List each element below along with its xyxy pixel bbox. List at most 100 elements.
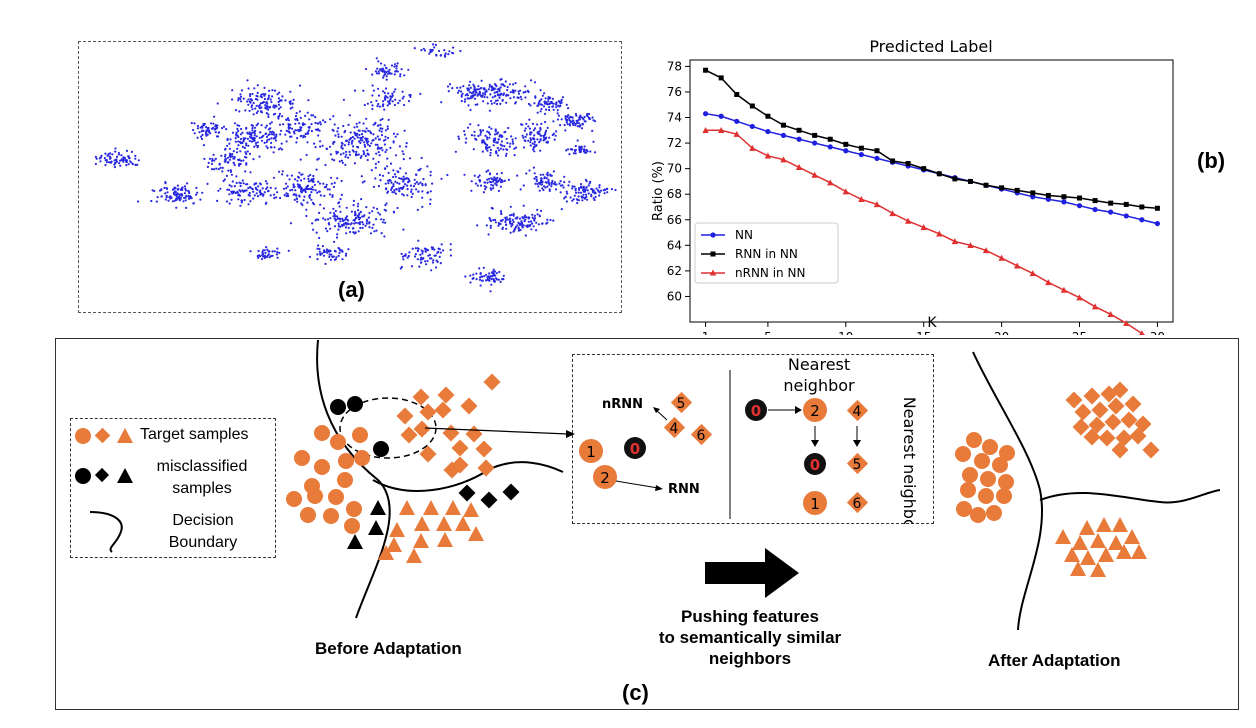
embedding-point [510,225,513,228]
embedding-point [576,201,579,205]
embedding-point [494,130,497,133]
embedding-point [547,100,550,103]
data-point [983,182,989,188]
embedding-point [246,79,249,82]
embedding-point [373,230,376,233]
embedding-point [165,187,168,190]
embedding-point [538,215,541,218]
embedding-point [235,151,239,154]
embedding-point [598,194,601,197]
embedding-point [383,96,386,99]
embedding-point [479,133,482,136]
embedding-point [289,107,292,110]
embedding-point [348,150,351,153]
embedding-point [519,188,522,191]
embedding-point [522,217,525,220]
embedding-point [493,101,496,104]
embedding-point [125,160,128,164]
embedding-point [394,175,397,178]
embedding-point [517,222,520,225]
misclassified-triangle [368,520,384,535]
embedding-point [587,112,591,116]
black-triangle-icon [117,468,133,483]
embedding-point [210,162,214,165]
embedding-point [260,139,264,142]
embedding-point [406,188,409,191]
embedding-point [469,123,472,126]
embedding-point [301,123,305,127]
embedding-point [210,168,214,171]
embedding-point [269,127,272,130]
embedding-point [435,54,438,57]
embedding-point [394,63,397,66]
embedding-point [349,230,352,234]
embedding-point [273,196,276,200]
embedding-point [261,251,264,254]
embedding-point [266,98,269,101]
embedding-point [305,214,308,218]
data-point [999,185,1005,191]
embedding-point [532,146,535,149]
embedding-point [261,187,264,190]
embedding-point [294,122,297,125]
embedding-point [570,120,573,123]
embedding-point [253,183,256,186]
embedding-point [307,129,310,132]
embedding-point [488,85,491,88]
data-point [1014,187,1020,193]
embedding-point [221,170,224,173]
embedding-point [514,101,517,104]
embedding-point [489,154,492,157]
embedding-point [214,131,217,134]
data-point [765,128,771,135]
embedding-point [511,138,514,141]
embedding-point [303,189,306,192]
embedding-point [398,187,401,190]
embedding-point [114,150,117,153]
embedding-point [278,251,281,254]
embedding-point [261,253,264,256]
embedding-point [214,157,217,160]
embedding-point [563,197,566,200]
embedding-point [489,226,492,229]
embedding-point [392,210,395,213]
embedding-point [603,188,606,191]
data-point [1045,192,1051,198]
embedding-point [234,109,238,112]
embedding-point [510,135,513,138]
embedding-point [285,129,288,132]
embedding-point [495,272,498,275]
embedding-point [492,218,495,222]
embedding-point [269,98,272,101]
embedding-point [292,184,295,187]
embedding-point [545,136,548,139]
embedding-point [413,255,417,258]
embedding-point [377,70,380,73]
rnn-label: RNN [668,482,700,497]
embedding-point [595,187,598,190]
embedding-point [338,205,341,208]
embedding-point [484,188,487,191]
embedding-point [262,134,265,137]
embedding-point [298,183,301,186]
embedding-point [582,190,585,193]
embedding-point [344,163,347,166]
embedding-point [272,151,275,154]
embedding-point [217,168,220,171]
embedding-point [574,112,577,116]
embedding-point [228,193,231,196]
embedding-point [251,127,254,130]
embedding-point [416,249,419,253]
embedding-point [269,186,272,189]
embedding-point [472,273,475,276]
embedding-point [290,174,293,177]
embedding-point [365,222,368,225]
embedding-point [305,188,308,191]
embedding-point [508,220,512,223]
embedding-point [372,133,375,136]
embedding-point [324,163,327,167]
embedding-point [117,151,120,155]
embedding-point [377,151,380,154]
node-5-right [846,452,869,475]
embedding-point [386,127,389,130]
